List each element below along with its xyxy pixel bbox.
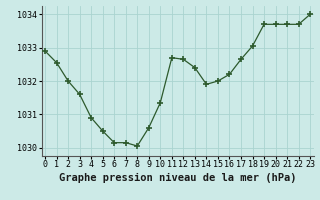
X-axis label: Graphe pression niveau de la mer (hPa): Graphe pression niveau de la mer (hPa) xyxy=(59,173,296,183)
